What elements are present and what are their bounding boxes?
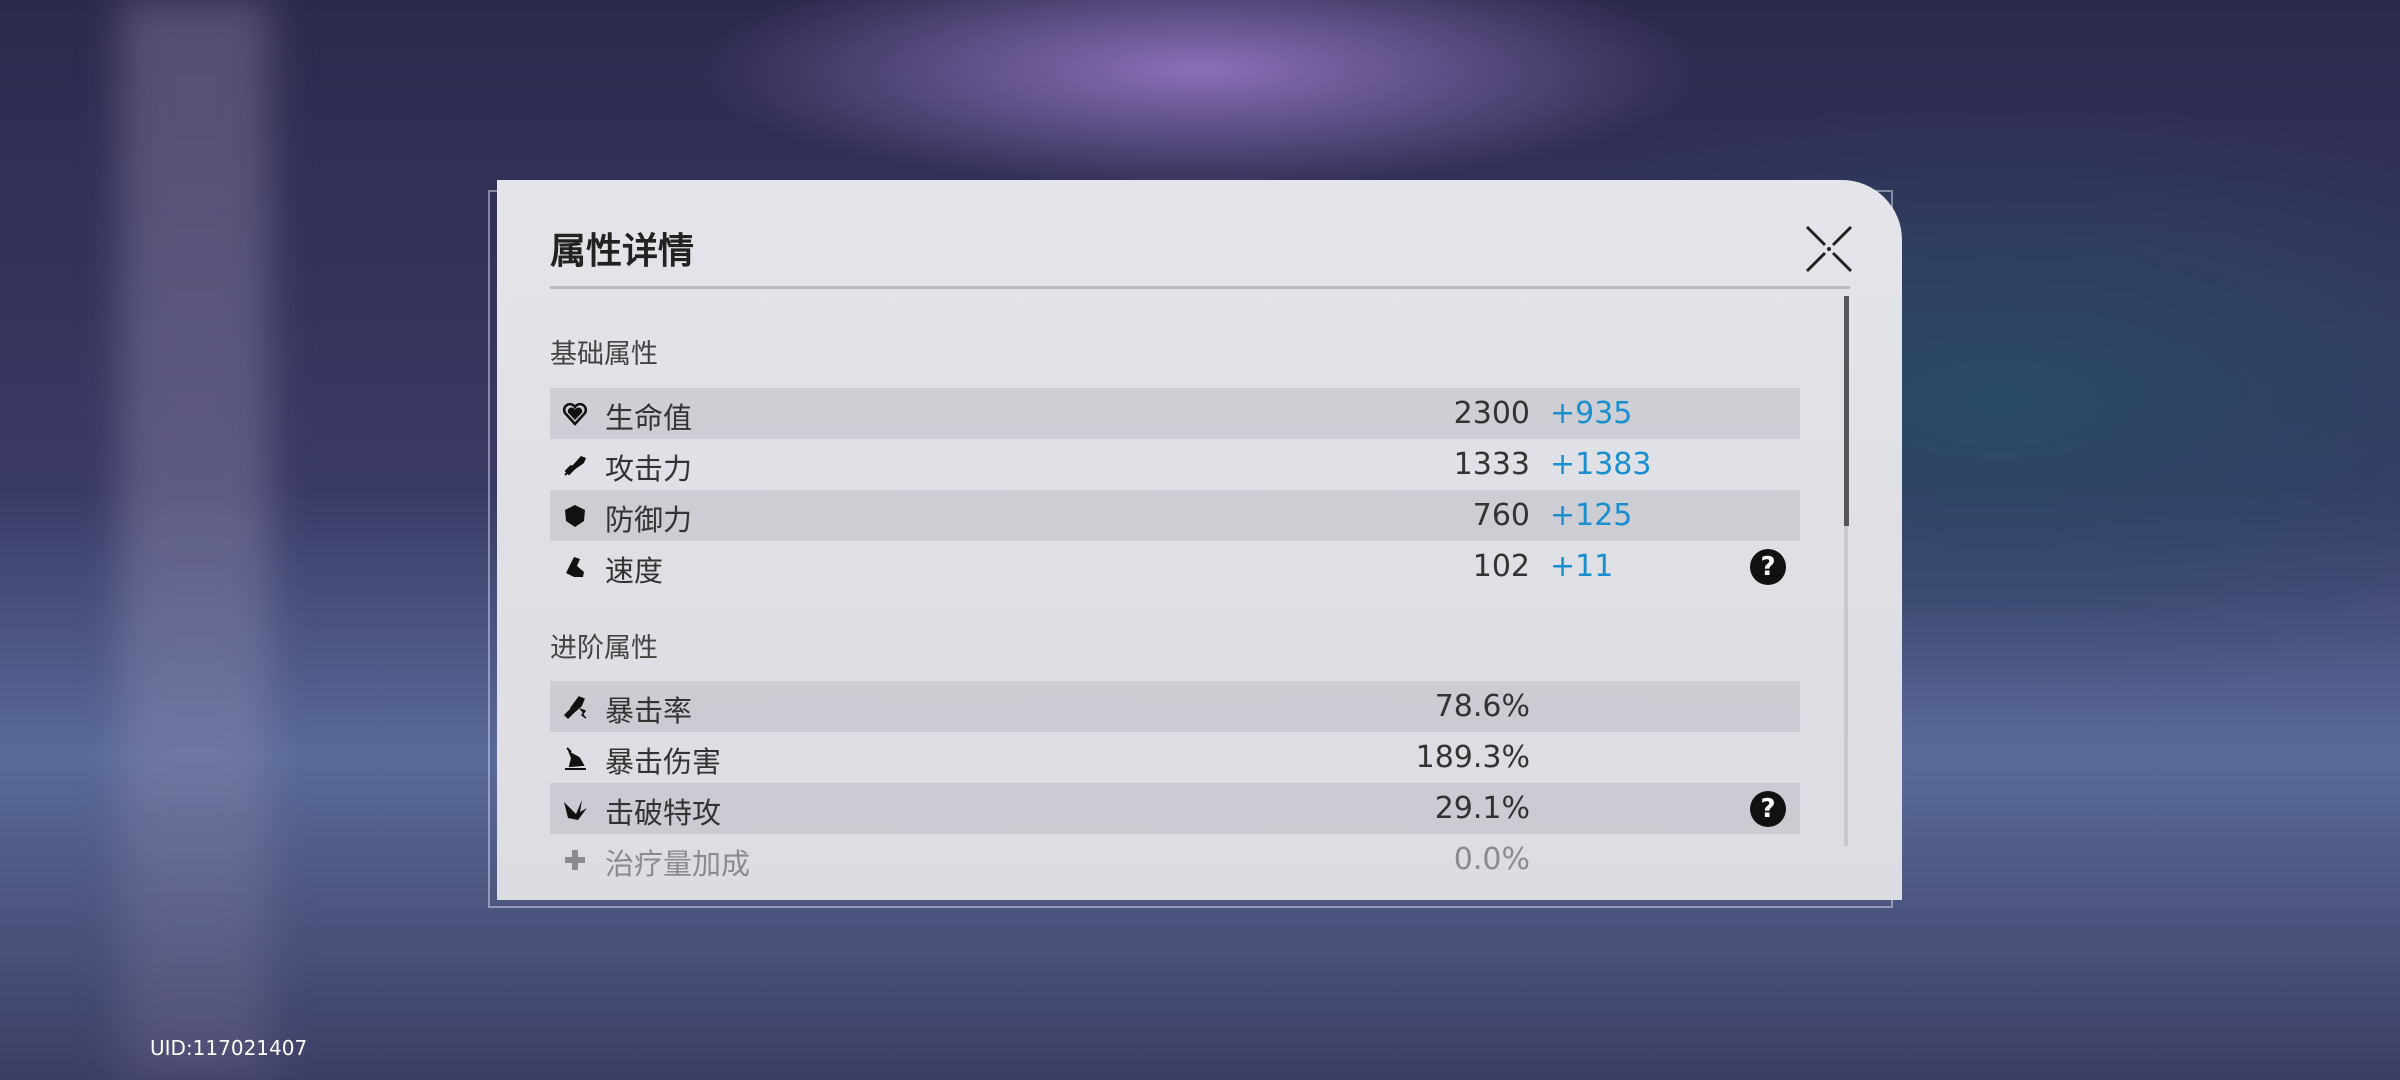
stat-value: 0.0% <box>1453 842 1530 877</box>
crit-dmg-icon <box>565 747 586 770</box>
scrollbar-thumb[interactable] <box>1844 296 1849 526</box>
shield-icon <box>565 505 585 527</box>
help-icon[interactable]: ? <box>1750 791 1786 827</box>
heart-icon <box>562 402 588 426</box>
section-basic-heading: 基础属性 <box>550 339 658 370</box>
stat-name: 攻击力 <box>605 452 693 486</box>
stat-name: 生命值 <box>605 401 693 435</box>
stat-value: 102 <box>1472 549 1530 584</box>
stat-row-atk: 攻击力 1333 +1383 <box>550 439 1800 490</box>
stat-row-spd: 速度 102 +11 ? <box>550 541 1800 592</box>
stat-name: 暴击伤害 <box>605 745 722 779</box>
stat-value: 2300 <box>1453 396 1530 431</box>
stat-bonus: +125 <box>1550 498 1633 533</box>
stat-row-hp: 生命值 2300 +935 <box>550 388 1800 439</box>
stat-bonus: +11 <box>1550 549 1614 584</box>
help-icon[interactable]: ? <box>1750 549 1786 585</box>
sword-icon <box>564 456 586 476</box>
title-divider <box>550 286 1850 289</box>
blurred-background-menu <box>120 0 270 1080</box>
stat-value: 1333 <box>1453 447 1530 482</box>
boot-icon <box>566 557 584 577</box>
stat-name: 击破特攻 <box>605 796 722 830</box>
uid-label: UID:117021407 <box>150 1036 308 1060</box>
stat-name: 治疗量加成 <box>605 847 751 881</box>
stat-name: 暴击率 <box>605 694 693 728</box>
stat-row-healing: 治疗量加成 0.0% <box>550 834 1800 885</box>
stat-value: 29.1% <box>1434 791 1530 826</box>
attribute-details-dialog: 属性详情 基础属性 生命值 2300 +935 攻击力 1333 +1383 防… <box>497 180 1902 900</box>
break-effect-icon <box>564 800 587 820</box>
stat-value: 189.3% <box>1415 740 1530 775</box>
stat-row-crit-rate: 暴击率 78.6% <box>550 681 1800 732</box>
stat-bonus: +1383 <box>1550 447 1652 482</box>
stat-value: 760 <box>1472 498 1530 533</box>
dialog-title: 属性详情 <box>550 231 695 272</box>
stat-name: 速度 <box>605 554 664 588</box>
stat-row-crit-dmg: 暴击伤害 189.3% <box>550 732 1800 783</box>
section-advanced-heading: 进阶属性 <box>550 633 658 664</box>
stat-name: 防御力 <box>605 503 693 537</box>
stat-bonus: +935 <box>1550 396 1633 431</box>
stat-row-def: 防御力 760 +125 <box>550 490 1800 541</box>
healing-icon <box>565 850 585 870</box>
crit-rate-icon <box>563 696 587 720</box>
close-icon[interactable] <box>1803 223 1855 275</box>
stat-value: 78.6% <box>1434 689 1530 724</box>
scrollbar-track[interactable] <box>1844 296 1848 846</box>
stat-row-break-effect: 击破特攻 29.1% ? <box>550 783 1800 834</box>
